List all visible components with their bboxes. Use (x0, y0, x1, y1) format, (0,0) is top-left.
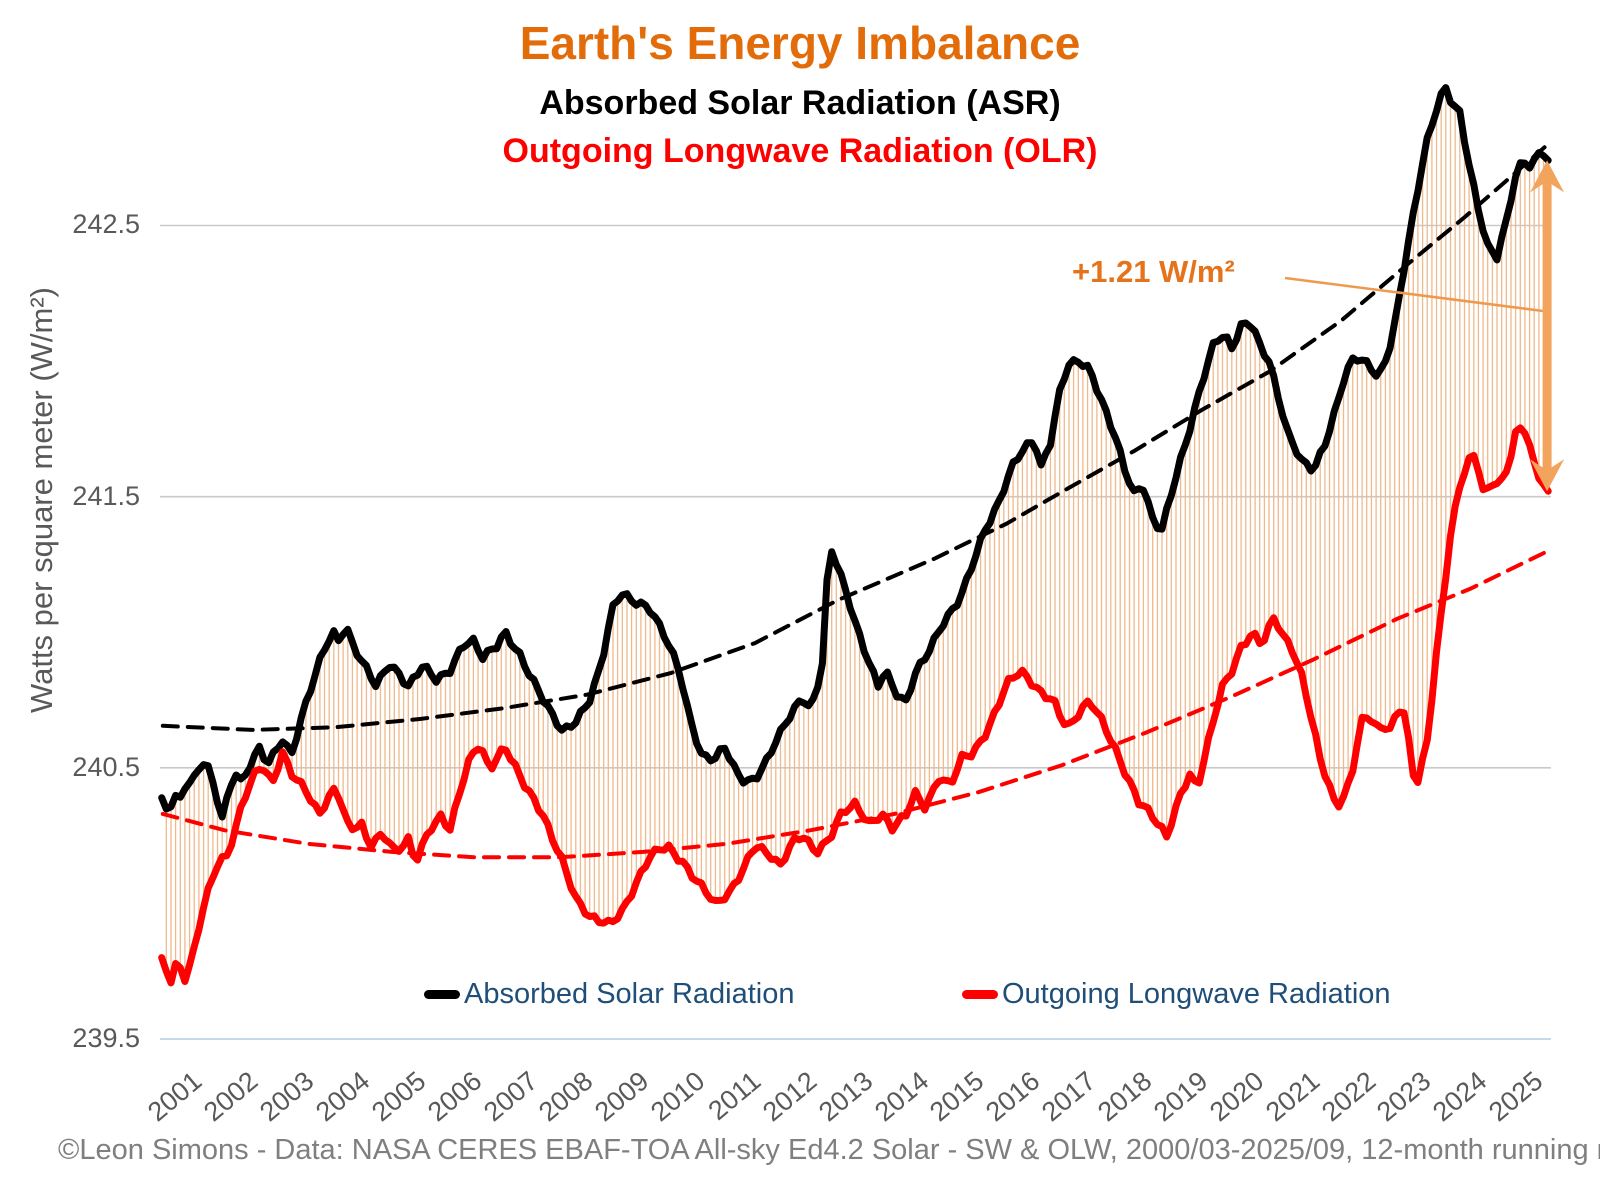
chart-subtitle-asr: Absorbed Solar Radiation (ASR) (539, 84, 1061, 122)
y-tick-label: 241.5 (72, 480, 140, 511)
source-attribution: ©Leon Simons - Data: NASA CERES EBAF-TOA… (58, 1134, 1600, 1166)
annotation-leader-line (1284, 276, 1544, 313)
chart-title: Earth's Energy Imbalance (519, 17, 1081, 69)
asr-legend-label: Absorbed Solar Radiation (464, 978, 795, 1010)
y-tick-label: 239.5 (72, 1023, 140, 1053)
olr-legend-swatch (962, 990, 998, 999)
imbalance-hatch-fill (165, 87, 1545, 983)
olr-line (158, 424, 1552, 987)
chart-subtitle-olr: Outgoing Longwave Radiation (OLR) (502, 132, 1098, 170)
legend-item-olr: Outgoing Longwave Radiation (962, 978, 1391, 1011)
y-tick-label: 240.5 (72, 751, 140, 782)
legend-item-asr: Absorbed Solar Radiation (424, 978, 794, 1011)
olr-legend-label: Outgoing Longwave Radiation (1002, 978, 1391, 1010)
asr-trend-line (160, 142, 1551, 732)
olr-trend-line (160, 548, 1551, 860)
asr-line (158, 84, 1552, 821)
imbalance-arrow (1530, 160, 1565, 492)
imbalance-annotation: +1.21 W/m² (1072, 254, 1235, 289)
y-tick-label: 242.5 (72, 209, 140, 240)
asr-legend-swatch (424, 990, 460, 999)
